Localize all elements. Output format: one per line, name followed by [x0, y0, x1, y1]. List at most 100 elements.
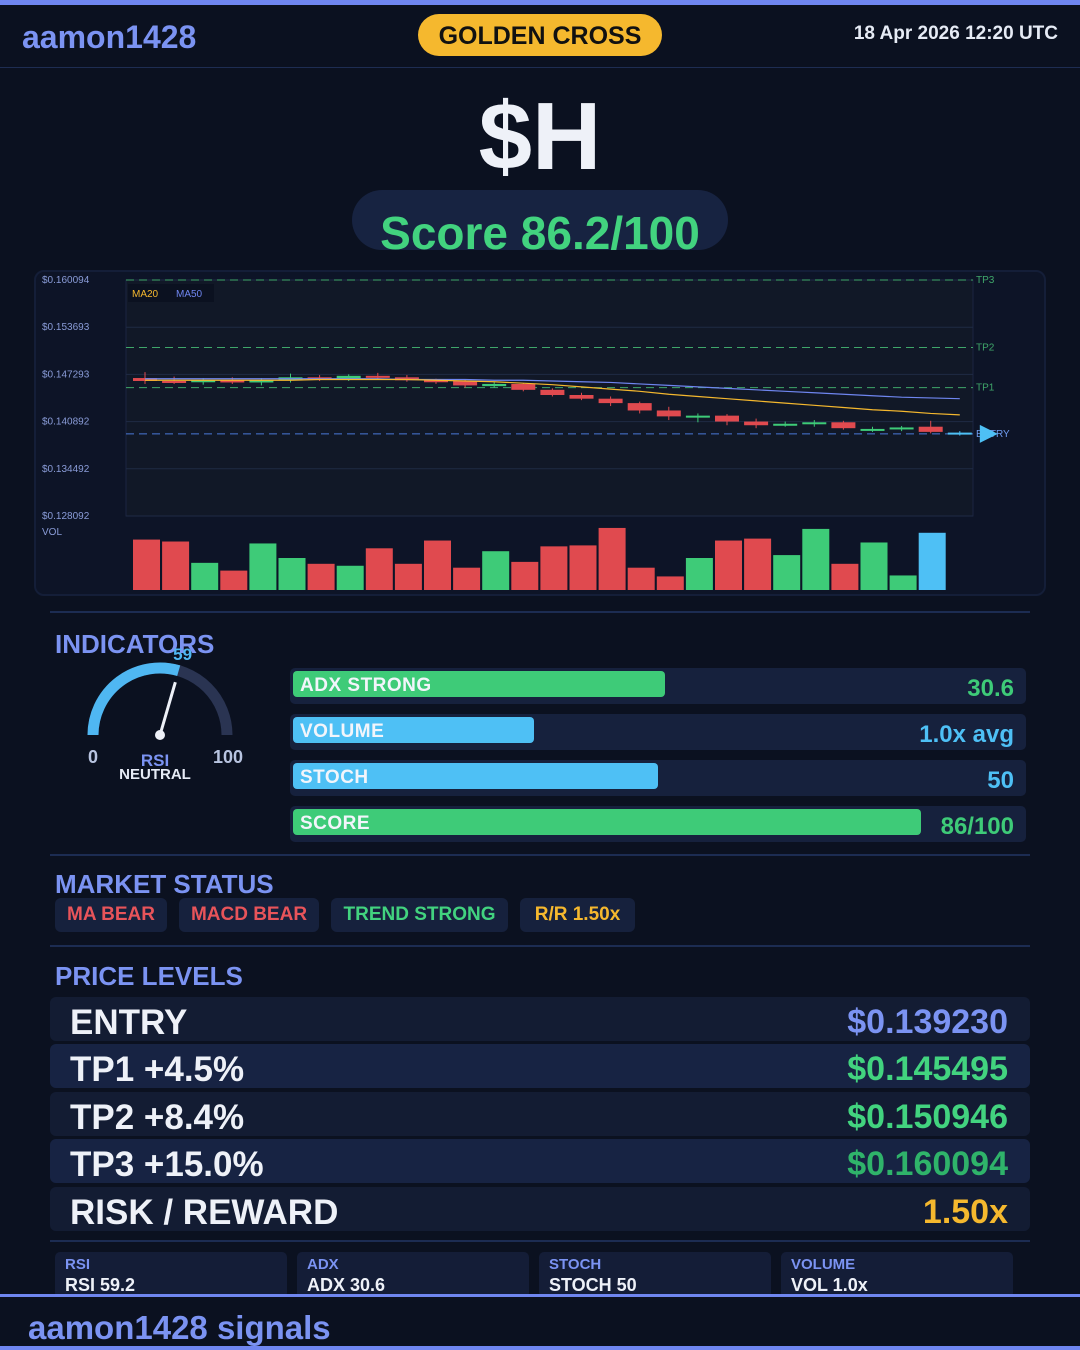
score-pill	[352, 190, 728, 250]
level-label: TP3 +15.0%	[70, 1145, 264, 1184]
status-badge-ma: MA BEAR	[55, 898, 167, 932]
volume-bar	[656, 576, 684, 590]
brand-name: aamon1428	[22, 19, 197, 55]
stat-key: ADX	[307, 1256, 339, 1273]
candle-body	[802, 422, 827, 425]
level-row-tp3: TP3 +15.0% $0.160094	[50, 1139, 1030, 1184]
candle-body	[715, 415, 739, 422]
status-badge-rr: R/R 1.50x	[520, 898, 635, 932]
volume-bar	[685, 558, 713, 590]
volume-bar	[278, 558, 306, 590]
candle-body	[162, 380, 187, 383]
y-tick-label: $0.153693	[42, 322, 90, 333]
rsi-status: NEUTRAL	[119, 766, 191, 783]
top-bar: aamon1428 GOLDEN CROSS 18 Apr 2026 12:20…	[0, 0, 1080, 68]
legend-ma20: MA20	[132, 289, 159, 300]
divider	[50, 611, 1030, 613]
candle-body	[627, 403, 652, 411]
candle-body	[685, 415, 710, 418]
candle-body	[453, 380, 478, 386]
indicator-bar-value: 86/100	[940, 813, 1014, 840]
divider	[50, 945, 1030, 947]
candle-body	[365, 375, 390, 378]
y-tick-label: $0.147293	[42, 369, 90, 380]
footer-bar: aamon1428 signals	[0, 1294, 1080, 1350]
volume-bar	[424, 540, 451, 590]
ticker-symbol: $H	[478, 83, 602, 190]
stat-key: STOCH	[549, 1256, 602, 1273]
level-label: TP1 +4.5%	[70, 1050, 245, 1089]
level-value: $0.160094	[847, 1145, 1008, 1183]
volume-bar	[744, 538, 772, 590]
indicator-bar-value: 30.6	[967, 675, 1014, 702]
y-tick-label: $0.160094	[42, 275, 90, 286]
divider	[50, 854, 1030, 856]
level-label: TP2	[976, 342, 995, 353]
level-row-entry: ENTRY $0.139230	[50, 997, 1030, 1042]
rsi-gauge: 59 0 100 RSI NEUTRAL	[80, 640, 250, 790]
candle-body	[656, 410, 681, 417]
rsi-label: RSI	[140, 751, 170, 770]
candle-body	[889, 427, 914, 430]
indicator-bar-value: 50	[987, 767, 1014, 794]
stat-box-stoch: STOCH STOCH 50	[539, 1252, 771, 1298]
candle-body	[511, 383, 536, 390]
level-value: $0.139230	[847, 1003, 1008, 1041]
indicator-bar-score: SCORE 86/100	[290, 806, 1026, 842]
stat-value: ADX 30.6	[307, 1275, 386, 1295]
volume-bar	[162, 541, 190, 590]
rsi-gauge-fill	[87, 662, 181, 736]
rsi-gauge-dial	[87, 662, 233, 740]
rsi-max: 100	[213, 747, 244, 767]
level-row-tp2: TP2 +8.4% $0.150946	[50, 1092, 1030, 1137]
stat-box-volume: VOLUME VOL 1.0x	[781, 1252, 1013, 1298]
level-row-tp1: TP1 +4.5% $0.145495	[50, 1044, 1030, 1089]
level-value: $0.145495	[847, 1050, 1008, 1088]
volume-bar	[889, 575, 917, 590]
indicator-bar-value: 1.0x avg	[919, 721, 1014, 748]
candle-body	[831, 422, 856, 429]
level-row-risk-reward: RISK / REWARD 1.50x	[50, 1187, 1030, 1232]
candle-body	[336, 375, 361, 380]
indicator-bar-fill	[293, 809, 921, 835]
candle-body	[918, 426, 943, 432]
level-label: RISK / REWARD	[70, 1193, 339, 1232]
volume-bar	[569, 545, 597, 590]
volume-bar	[394, 563, 422, 590]
stat-key: VOLUME	[791, 1256, 856, 1273]
candle-body	[744, 421, 769, 426]
y-tick-label: $0.140892	[42, 417, 90, 428]
footer-brand: aamon1428 signals	[28, 1309, 331, 1346]
volume-bar	[220, 570, 248, 590]
stat-key: RSI	[65, 1256, 91, 1273]
legend-ma50: MA50	[176, 289, 203, 300]
price-chart: $0.160094 $0.153693 $0.147293 $0.140892 $0.1…	[42, 275, 1010, 590]
timestamp: 18 Apr 2026 12:20 UTC	[853, 23, 1058, 44]
y-tick-label: $0.128092	[42, 511, 90, 522]
level-label: TP2 +8.4%	[70, 1098, 245, 1137]
candle-body	[569, 394, 594, 399]
ma50-line	[145, 378, 960, 400]
indicator-bar-label: ADX STRONG	[300, 675, 432, 696]
candle-body	[598, 398, 623, 404]
indicator-bar-label: STOCH	[300, 767, 369, 788]
rsi-gauge-needle	[158, 681, 177, 736]
candle-body	[947, 432, 972, 435]
volume-bar	[336, 565, 364, 590]
volume-bar	[453, 567, 481, 590]
volume-bar	[715, 540, 742, 590]
candle-body	[540, 389, 565, 395]
volume-bar	[540, 546, 568, 590]
rsi-min: 0	[88, 747, 99, 767]
indicator-bar-label: VOLUME	[300, 721, 385, 742]
pattern-badge: GOLDEN CROSS	[418, 14, 662, 56]
candle-body	[424, 380, 448, 383]
stat-box-adx: ADX ADX 30.6	[297, 1252, 529, 1298]
level-value: 1.50x	[922, 1193, 1008, 1231]
indicator-bar-label: SCORE	[300, 813, 371, 834]
indicator-bar-volume: VOLUME 1.0x avg	[290, 714, 1026, 750]
volume-bar	[860, 542, 888, 590]
price-chart-panel: $0.160094 $0.153693 $0.147293 $0.140892 $0.1…	[34, 270, 1046, 596]
candle-body	[482, 383, 507, 387]
volume-bar	[773, 555, 801, 590]
